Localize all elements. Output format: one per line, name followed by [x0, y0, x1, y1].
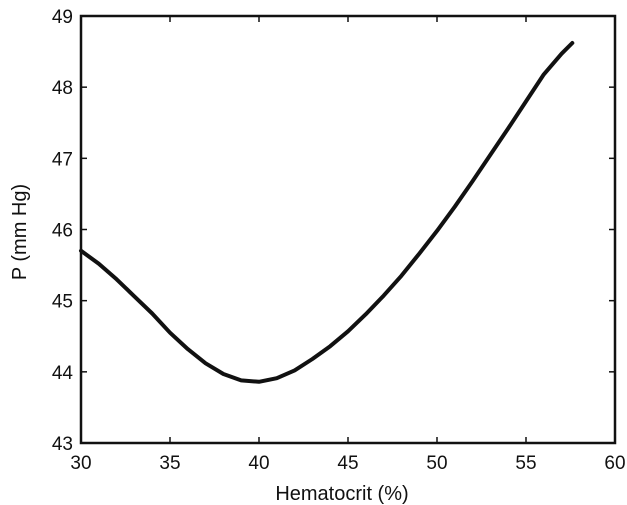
x-tick-label: 30	[70, 453, 91, 474]
plot-frame	[79, 14, 617, 445]
x-tick-label: 50	[426, 453, 447, 474]
y-tick-label: 44	[52, 363, 74, 384]
x-tick-label: 55	[515, 453, 536, 474]
y-tick-label: 45	[52, 292, 73, 313]
y-tick-label: 43	[52, 434, 73, 455]
y-axis-ticks: 43 44 45 46 47 48 49	[52, 7, 615, 455]
y-tick-label: 46	[52, 221, 73, 242]
plot-area	[79, 14, 617, 445]
x-axis-ticks: 30 35 40 45 50 55 60	[70, 16, 626, 474]
x-tick-label: 45	[337, 453, 358, 474]
y-tick-label: 48	[52, 78, 73, 99]
y-tick-label: 49	[52, 7, 73, 28]
x-tick-label: 40	[248, 453, 269, 474]
y-axis-label: P (mm Hg)	[9, 184, 31, 280]
x-tick-label: 60	[604, 453, 625, 474]
x-tick-label: 35	[159, 453, 180, 474]
series-line	[79, 41, 575, 384]
y-tick-label: 47	[52, 149, 73, 170]
x-axis-label: Hematocrit (%)	[275, 483, 408, 505]
